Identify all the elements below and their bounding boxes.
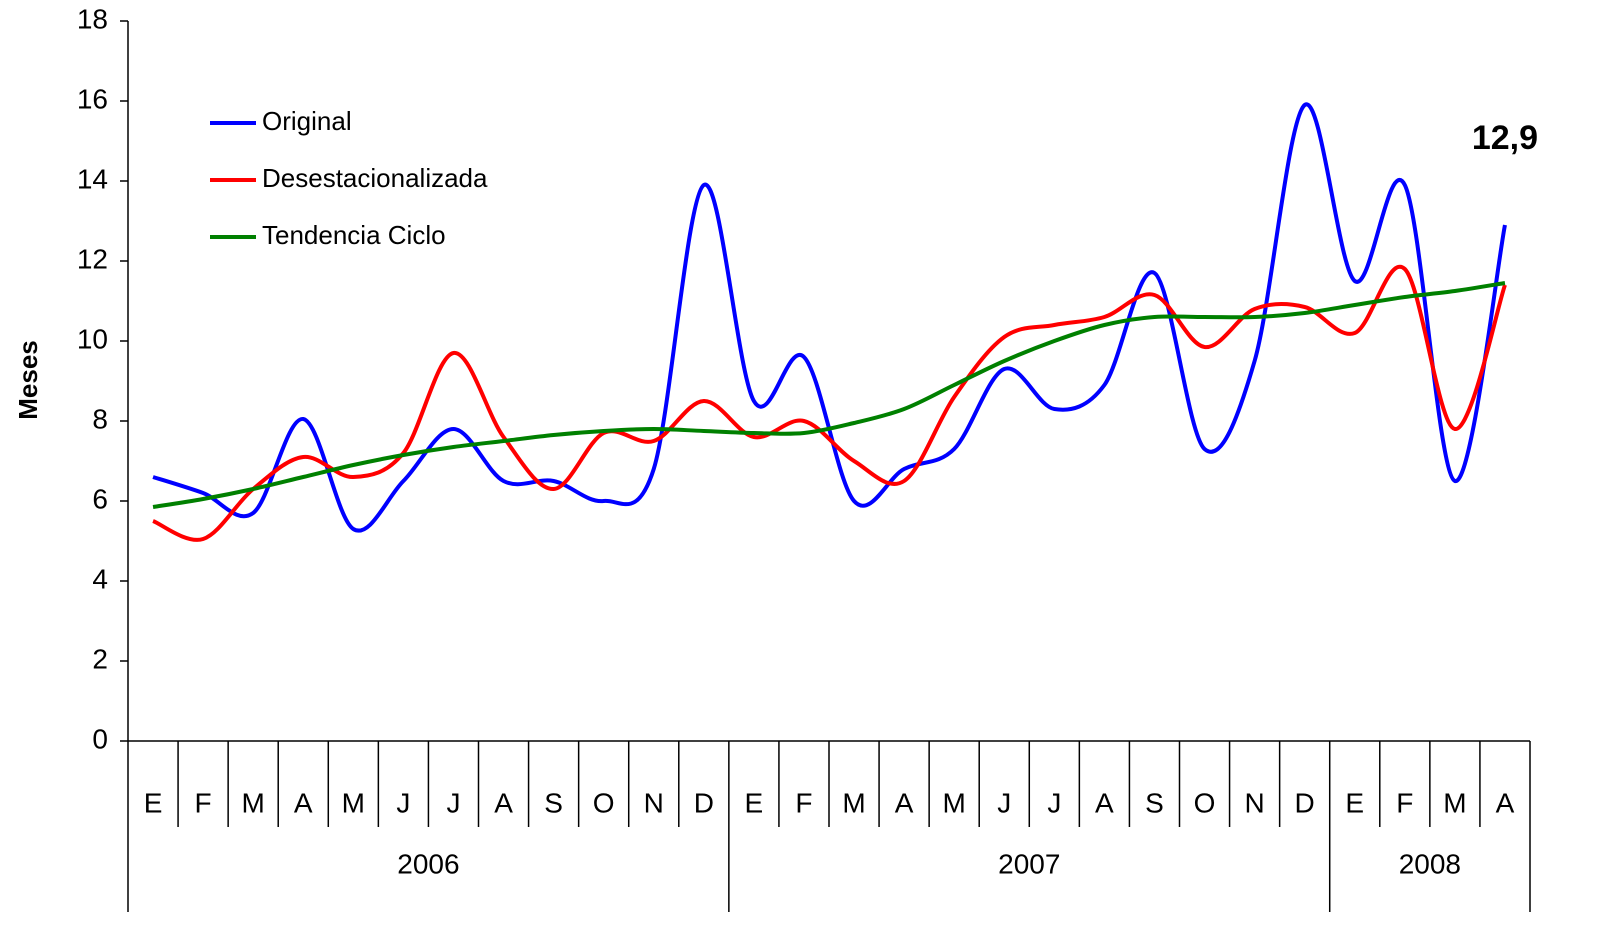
year-label: 2008: [1399, 848, 1461, 879]
x-tick-label: S: [1145, 787, 1164, 818]
x-tick-label: M: [242, 787, 265, 818]
y-axis-label: Meses: [13, 340, 43, 420]
x-tick-label: E: [144, 787, 163, 818]
x-tick-label: E: [745, 787, 764, 818]
y-tick-label: 12: [77, 243, 108, 274]
year-label: 2006: [397, 848, 459, 879]
y-tick-label: 14: [77, 163, 108, 194]
x-tick-label: A: [294, 787, 313, 818]
x-tick-label: E: [1345, 787, 1364, 818]
y-tick-label: 10: [77, 323, 108, 354]
legend-label: Original: [262, 106, 352, 136]
y-tick-label: 4: [92, 563, 108, 594]
series-line: [152, 281, 1506, 509]
year-label: 2007: [998, 848, 1060, 879]
series-line: [152, 102, 1507, 533]
legend-label: Tendencia Ciclo: [262, 220, 446, 250]
y-tick-label: 18: [77, 3, 108, 34]
series-line: [152, 264, 1507, 542]
x-tick-label: A: [1496, 787, 1515, 818]
x-tick-label: M: [943, 787, 966, 818]
x-tick-label: N: [644, 787, 664, 818]
x-tick-label: F: [195, 787, 212, 818]
y-tick-label: 16: [77, 83, 108, 114]
x-tick-label: D: [694, 787, 714, 818]
x-tick-label: O: [1194, 787, 1216, 818]
data-label: 12,9: [1472, 119, 1538, 157]
y-tick-label: 0: [92, 723, 108, 754]
x-tick-label: D: [1295, 787, 1315, 818]
x-tick-label: F: [795, 787, 812, 818]
x-tick-label: A: [895, 787, 914, 818]
x-tick-label: A: [1095, 787, 1114, 818]
x-tick-label: S: [544, 787, 563, 818]
x-tick-label: J: [997, 787, 1011, 818]
y-tick-label: 2: [92, 643, 108, 674]
x-tick-label: J: [396, 787, 410, 818]
legend-label: Desestacionalizada: [262, 163, 488, 193]
x-tick-label: M: [1443, 787, 1466, 818]
y-tick-label: 8: [92, 403, 108, 434]
x-tick-label: J: [1047, 787, 1061, 818]
x-tick-label: A: [494, 787, 513, 818]
x-tick-label: M: [342, 787, 365, 818]
x-tick-label: F: [1396, 787, 1413, 818]
x-tick-label: M: [842, 787, 865, 818]
x-tick-label: N: [1244, 787, 1264, 818]
y-tick-label: 6: [92, 483, 108, 514]
x-tick-label: J: [446, 787, 460, 818]
x-tick-label: O: [593, 787, 615, 818]
